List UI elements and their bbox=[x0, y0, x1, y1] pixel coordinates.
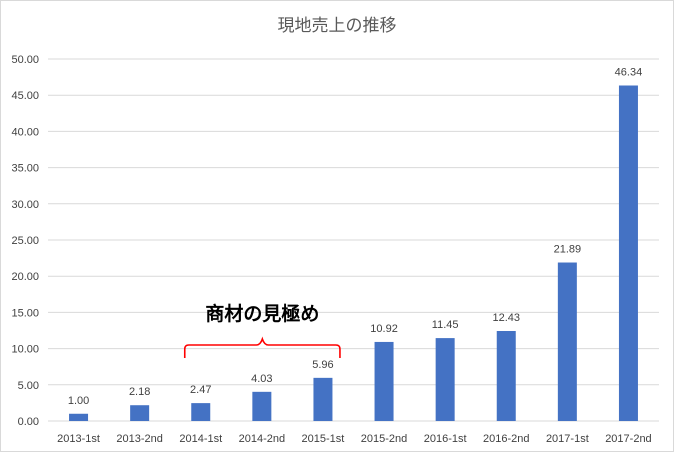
y-tick-label: 15.00 bbox=[11, 307, 39, 319]
data-labels: 1.00 2.18 2.47 4.03 5.96 10.92 11.45 12.43 21.89… bbox=[68, 66, 642, 406]
annotation-label: 商材の見極め bbox=[205, 302, 319, 325]
bar bbox=[557, 262, 577, 421]
data-label: 2.18 bbox=[129, 386, 150, 398]
y-tick-label: 20.00 bbox=[11, 271, 39, 283]
y-tick-label: 30.00 bbox=[11, 199, 39, 211]
data-label: 1.00 bbox=[68, 395, 89, 407]
x-tick-label: 2014-2nd bbox=[239, 433, 286, 445]
x-tick-label: 2013-2nd bbox=[116, 433, 163, 445]
x-axis-ticks: 2013-1st 2013-2nd 2014-1st 2014-2nd 2015-1st… bbox=[57, 433, 652, 445]
y-tick-label: 0.00 bbox=[18, 416, 39, 428]
bar bbox=[496, 331, 516, 421]
data-label: 5.96 bbox=[312, 359, 333, 371]
bar bbox=[435, 338, 455, 421]
x-tick-label: 2016-2nd bbox=[483, 433, 530, 445]
x-tick-label: 2015-1st bbox=[302, 433, 345, 445]
x-tick-label: 2015-2nd bbox=[361, 433, 408, 445]
bar bbox=[374, 341, 394, 421]
y-tick-label: 50.00 bbox=[11, 54, 39, 66]
data-label: 2.47 bbox=[190, 384, 211, 396]
x-tick-label: 2016-1st bbox=[424, 433, 467, 445]
bar bbox=[191, 403, 211, 421]
gridlines bbox=[48, 58, 659, 422]
data-label: 11.45 bbox=[432, 319, 459, 331]
bar bbox=[130, 405, 150, 421]
y-tick-label: 25.00 bbox=[11, 235, 39, 247]
y-tick-label: 45.00 bbox=[11, 90, 39, 102]
bar bbox=[313, 377, 333, 421]
bar bbox=[69, 413, 89, 421]
data-label: 21.89 bbox=[554, 244, 582, 256]
bars bbox=[69, 85, 638, 421]
annotation: 商材の見極め bbox=[183, 302, 341, 358]
y-tick-label: 35.00 bbox=[11, 163, 39, 175]
x-tick-label: 2017-2nd bbox=[605, 433, 652, 445]
data-label: 4.03 bbox=[251, 373, 272, 385]
y-tick-label: 5.00 bbox=[18, 380, 39, 392]
y-axis-ticks: 0.00 5.00 10.00 15.00 20.00 25.00 30.00 35.00 40… bbox=[11, 54, 39, 428]
bar bbox=[618, 85, 638, 421]
chart-title: 現地売上の推移 bbox=[278, 16, 397, 36]
data-label: 10.92 bbox=[370, 323, 398, 335]
data-label: 46.34 bbox=[615, 66, 643, 78]
x-tick-label: 2017-1st bbox=[546, 433, 589, 445]
y-tick-label: 40.00 bbox=[11, 126, 39, 138]
data-label: 12.43 bbox=[492, 312, 520, 324]
curly-brace-annotation bbox=[183, 336, 341, 358]
bar bbox=[252, 391, 272, 421]
y-tick-label: 10.00 bbox=[11, 344, 39, 356]
x-tick-label: 2013-1st bbox=[57, 433, 100, 445]
x-tick-label: 2014-1st bbox=[179, 433, 222, 445]
